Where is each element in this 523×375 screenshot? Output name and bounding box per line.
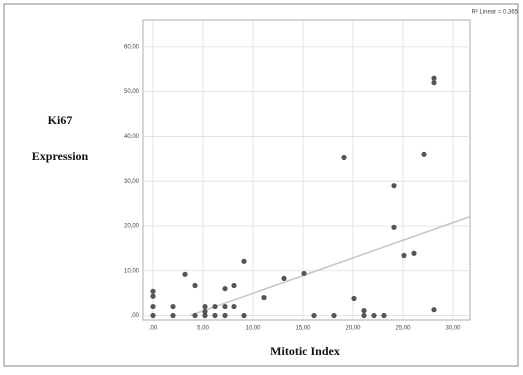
point [431,75,437,81]
point [222,303,228,310]
y-axis-label: Ki67 [48,113,73,127]
y-tick-label: 50,00 [124,89,140,95]
x-tick-label: 25,00 [395,326,411,332]
y-tick-label: 30,00 [124,179,140,185]
point [192,312,198,319]
point [391,224,397,230]
point [212,303,218,310]
point [411,250,417,256]
point [212,312,218,319]
x-tick-label: 15,00 [295,326,311,332]
y-tick-label: 40,00 [124,134,140,140]
point [170,303,176,310]
y-tick-label: 60,00 [124,44,140,50]
point [421,151,427,157]
point [261,295,267,301]
point [202,312,208,319]
point [381,312,387,319]
point [231,303,237,310]
point [202,303,208,310]
fit-line [189,215,471,317]
y-tick-label: ,00 [131,313,140,319]
point [361,312,367,319]
point [301,270,307,277]
point [202,308,208,315]
point [170,312,176,319]
point [401,252,407,259]
point [150,303,156,310]
y-axis-label: Expression [32,149,89,163]
point [150,293,156,299]
y-tick-label: 10,00 [124,268,140,274]
point [351,295,357,302]
x-tick-label: ,00 [149,326,158,332]
point [331,312,337,319]
point [281,275,287,281]
y-tick-label: 20,00 [124,224,140,230]
point [182,271,188,277]
x-axis-label: Mitotic Index [270,344,340,358]
point [311,312,317,319]
point [222,286,228,292]
point [241,258,247,264]
point [150,288,156,294]
point [241,312,247,319]
x-tick-label: 10,00 [245,326,261,332]
x-tick-label: 30,00 [445,326,461,332]
point [371,312,377,319]
point [431,307,437,313]
point [431,80,437,86]
point [150,312,156,319]
annotation: R² Linear = 0,365 [471,10,518,16]
frame [3,3,519,367]
point [361,307,367,314]
point [341,154,347,161]
point [222,312,228,319]
point [231,282,237,289]
x-tick-label: 20,00 [345,326,361,332]
plot-area [142,19,471,321]
point [391,183,397,189]
x-tick-label: 5,00 [197,326,209,332]
point [192,282,198,289]
